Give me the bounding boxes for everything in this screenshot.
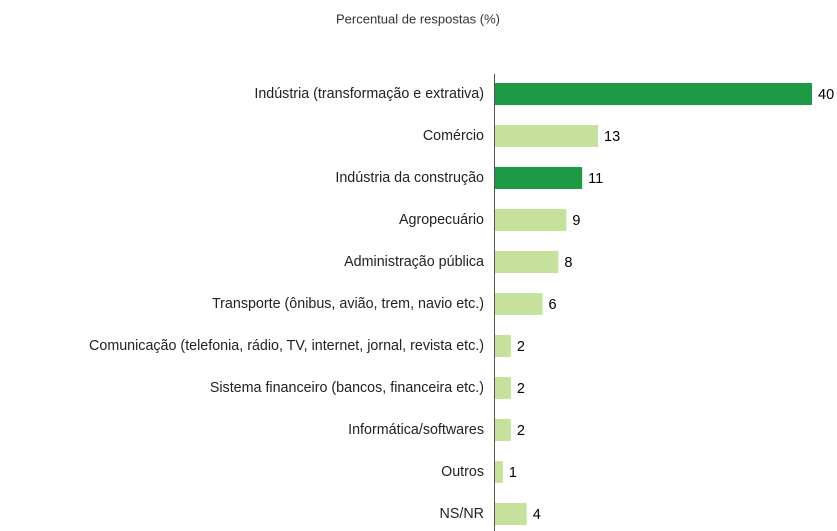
category-label: Indústria (transformação e extrativa) <box>254 86 484 102</box>
bar <box>495 209 567 231</box>
value-label: 13 <box>604 129 620 145</box>
bar <box>495 461 503 483</box>
category-label: NS/NR <box>440 506 484 522</box>
chart-subtitle: Percentual de respostas (%) <box>336 11 500 26</box>
bar <box>495 503 527 525</box>
value-label: 2 <box>517 381 525 397</box>
category-label: Comércio <box>423 128 484 144</box>
category-label: Informática/softwares <box>348 422 484 438</box>
category-label: Sistema financeiro (bancos, financeira e… <box>210 380 484 396</box>
category-label: Agropecuário <box>399 212 484 228</box>
value-label: 11 <box>588 171 603 187</box>
value-label: 6 <box>549 297 557 313</box>
value-label: 1 <box>509 465 517 481</box>
value-label: 2 <box>517 339 525 355</box>
bar <box>495 335 511 357</box>
value-label: 2 <box>517 423 525 439</box>
category-label: Transporte (ônibus, avião, trem, navio e… <box>212 296 484 312</box>
bar <box>495 377 511 399</box>
value-label: 4 <box>533 507 541 523</box>
bar <box>495 293 543 315</box>
category-label: Indústria da construção <box>335 170 484 186</box>
category-label: Administração pública <box>344 254 484 270</box>
bar <box>495 83 812 105</box>
category-label: Comunicação (telefonia, rádio, TV, inter… <box>89 338 484 354</box>
bar <box>495 167 583 189</box>
bar <box>495 251 559 273</box>
bar <box>495 419 511 441</box>
category-label: Outros <box>441 464 484 480</box>
value-label: 9 <box>572 213 580 229</box>
value-label: 40 <box>818 87 834 103</box>
value-label: 8 <box>564 255 572 271</box>
bar <box>495 125 599 147</box>
